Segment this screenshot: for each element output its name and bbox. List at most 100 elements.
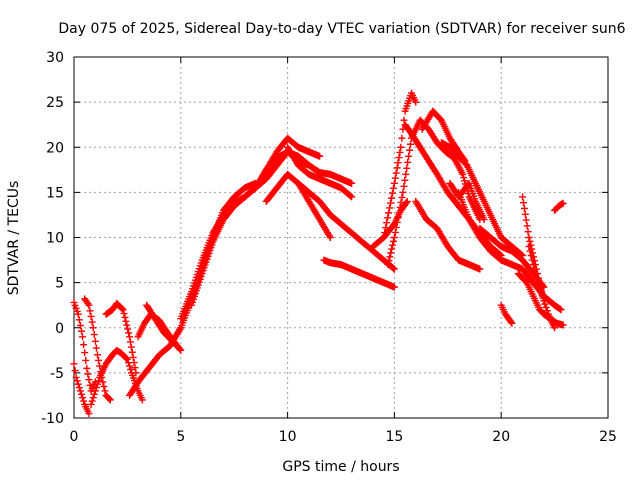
data-point: [395, 154, 403, 162]
data-point: [412, 98, 420, 106]
data-point: [126, 333, 134, 341]
series-arc-14: [284, 143, 356, 201]
x-tick-label: 10: [279, 429, 297, 445]
data-point: [396, 203, 404, 211]
y-tick-label: 20: [46, 140, 64, 156]
series-arc-03: [81, 295, 114, 404]
data-point: [125, 329, 133, 337]
x-tick-label: 20: [492, 429, 510, 445]
data-point: [91, 337, 99, 345]
data-point: [400, 182, 408, 190]
y-ticks: -10 -5 0 5 10 15 20 25 30: [41, 50, 608, 427]
series-arc-18: [380, 89, 420, 241]
data-point: [387, 194, 395, 202]
data-point: [397, 143, 405, 151]
data-point: [101, 387, 109, 395]
data-point: [77, 390, 85, 398]
data-point: [118, 305, 126, 313]
data-point: [95, 377, 103, 385]
y-tick-label: -10: [41, 411, 64, 427]
data-point: [82, 356, 90, 364]
x-tick-label: 15: [385, 429, 403, 445]
data-point: [76, 321, 84, 329]
data-point: [527, 252, 535, 260]
data-point: [128, 348, 136, 356]
data-point: [71, 367, 79, 375]
data-point: [99, 378, 107, 386]
data-point: [87, 312, 95, 320]
data-point: [389, 237, 397, 245]
data-point: [543, 307, 551, 315]
data-point: [380, 234, 388, 241]
data-point: [384, 261, 392, 269]
data-point: [404, 158, 412, 166]
data-point: [385, 257, 393, 265]
data-point: [127, 343, 135, 351]
data-point: [348, 193, 356, 201]
data-point: [85, 376, 93, 384]
data-point: [326, 234, 334, 241]
y-tick-label: 0: [55, 321, 64, 337]
data-point: [532, 274, 540, 282]
data-point: [519, 193, 527, 201]
data-point: [124, 325, 132, 333]
data-point: [394, 213, 402, 221]
y-tick-label: 10: [46, 231, 64, 247]
data-point: [395, 208, 403, 216]
data-point: [93, 380, 101, 388]
data-point: [529, 261, 537, 269]
data-point: [106, 396, 114, 404]
data-point: [75, 384, 83, 392]
data-point: [480, 215, 488, 223]
data-point: [177, 346, 185, 354]
data-point: [396, 148, 404, 156]
data-point: [388, 189, 396, 197]
data-point: [74, 310, 82, 318]
series-arc-26: [476, 224, 548, 291]
data-point: [526, 247, 534, 255]
data-point: [403, 164, 411, 172]
data-point: [526, 237, 534, 245]
data-point: [86, 307, 94, 315]
data-point: [126, 362, 134, 370]
data-point: [392, 169, 400, 177]
data-point: [523, 222, 531, 230]
data-point: [122, 354, 130, 362]
data-point: [541, 300, 549, 308]
data-point: [406, 146, 414, 154]
data-point: [402, 170, 410, 178]
x-tick-label: 25: [599, 429, 617, 445]
data-point: [383, 219, 391, 227]
data-point: [119, 306, 127, 314]
data-point: [389, 241, 397, 249]
series-arc-04: [87, 346, 146, 408]
data-point: [91, 387, 99, 395]
data-point: [385, 209, 393, 217]
series-arc-05: [102, 299, 140, 377]
data-point: [126, 338, 134, 346]
x-axis-label: GPS time / hours: [282, 459, 399, 475]
data-point: [382, 224, 390, 232]
chart-title: Day 075 of 2025, Sidereal Day-to-day VTE…: [58, 21, 625, 37]
data-point: [85, 301, 93, 309]
data-point: [524, 228, 532, 236]
data-point: [540, 297, 548, 305]
data-point: [559, 321, 567, 329]
data-point: [390, 234, 398, 241]
data-point: [459, 170, 467, 178]
data-point: [85, 409, 93, 417]
data-point: [127, 365, 135, 373]
data-point: [528, 256, 536, 264]
data-point: [93, 351, 101, 359]
data-point: [88, 318, 96, 326]
data-point: [460, 174, 468, 182]
data-point: [557, 306, 565, 314]
data-point: [390, 265, 398, 273]
series-arc-30: [525, 243, 552, 318]
series-arc-15: [294, 179, 398, 273]
data-point: [74, 380, 82, 388]
data-point: [391, 228, 399, 236]
data-point: [389, 264, 397, 272]
data-point: [131, 364, 139, 372]
